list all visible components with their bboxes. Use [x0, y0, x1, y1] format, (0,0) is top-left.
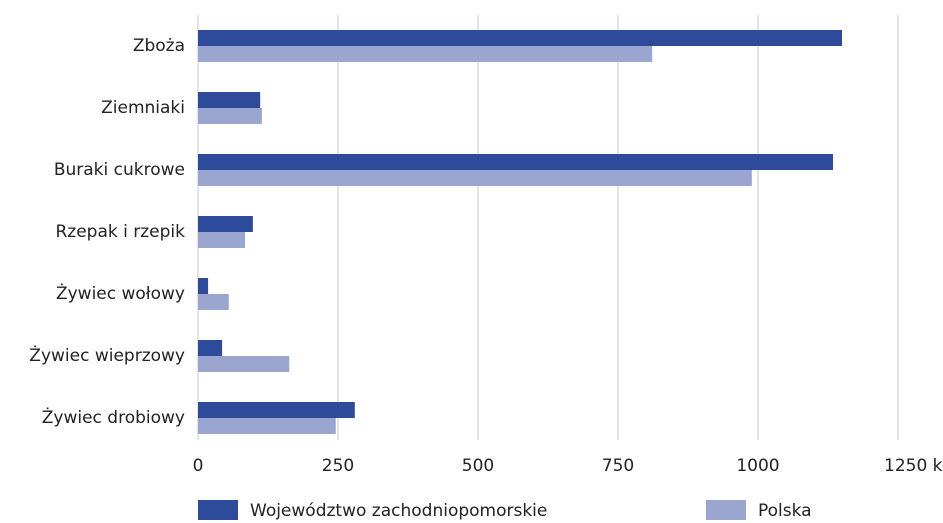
y-tick-label: Żywiec wieprzowy: [29, 345, 185, 366]
bar: [198, 46, 653, 62]
legend-swatch: [706, 500, 746, 520]
y-tick-label: Zboża: [133, 36, 185, 56]
x-tick-label: 1000: [736, 456, 779, 476]
y-tick-label: Żywiec wołowy: [56, 283, 185, 304]
y-tick-label: Żywiec drobiowy: [42, 407, 185, 428]
x-tick-label: 500: [462, 456, 494, 476]
x-tick-label: 0: [193, 456, 204, 476]
legend-swatch: [198, 500, 238, 520]
bar: [198, 418, 336, 434]
x-tick-label: 750: [602, 456, 634, 476]
bar: [198, 356, 290, 372]
bar: [198, 216, 253, 232]
bar: [198, 108, 262, 124]
bar: [198, 170, 752, 186]
bar: [198, 92, 261, 108]
bar: [198, 402, 355, 418]
y-tick-label: Ziemniaki: [101, 98, 185, 118]
x-tick-label: 1250 kg: [884, 456, 943, 476]
legend-label: Polska: [758, 501, 812, 521]
bar: [198, 232, 246, 248]
bar: [198, 294, 229, 310]
bar: [198, 340, 223, 356]
x-tick-label: 250: [322, 456, 354, 476]
bar: [198, 278, 209, 294]
legend-label: Województwo zachodniopomorskie: [250, 501, 547, 521]
y-tick-label: Rzepak i rzepik: [55, 222, 185, 242]
bar: [198, 30, 842, 46]
y-tick-label: Buraki cukrowe: [54, 160, 185, 180]
bar: [198, 154, 834, 170]
